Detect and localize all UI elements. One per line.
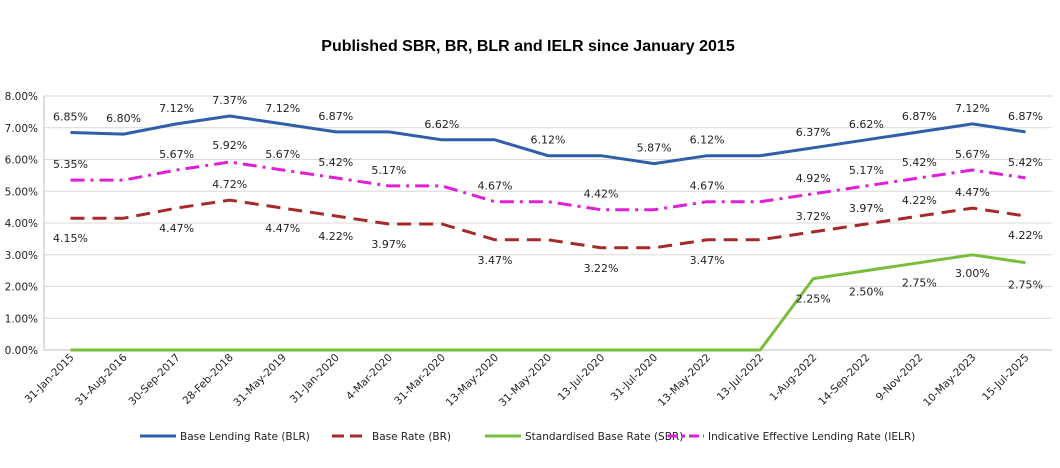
x-tick-label: 31-May-2019 xyxy=(231,352,288,409)
data-label: 3.47% xyxy=(477,254,512,267)
x-tick-label: 30-Sep-2017 xyxy=(127,352,183,408)
data-label: 6.80% xyxy=(106,112,141,125)
x-tick-label: 13-Jul-2022 xyxy=(715,352,767,404)
data-label: 6.37% xyxy=(796,126,831,139)
data-label: 5.42% xyxy=(1008,156,1043,169)
data-label: 5.42% xyxy=(902,156,937,169)
data-label: 4.42% xyxy=(584,188,619,201)
data-labels: 6.85% 6.80% 7.12% 7.37% 7.12% 6.87% 6.62% 6.12%… xyxy=(53,94,1043,306)
y-tick-label: 1.00% xyxy=(5,313,38,325)
y-tick-label: 3.00% xyxy=(5,250,38,262)
data-label: 5.17% xyxy=(849,164,884,177)
x-tick-label: 15-Jul-2025 xyxy=(980,352,1032,404)
data-label: 3.47% xyxy=(690,254,725,267)
x-tick-label: 1-Aug-2022 xyxy=(768,352,820,404)
data-label: 7.12% xyxy=(265,102,300,115)
x-tick-label: 31-Jan-2020 xyxy=(288,352,342,406)
x-tick-label: 28-Feb-2018 xyxy=(180,352,235,407)
y-tick-label: 2.00% xyxy=(5,282,38,294)
data-label: 4.92% xyxy=(796,172,831,185)
legend-label: Base Lending Rate (BLR) xyxy=(180,431,310,443)
data-label: 6.87% xyxy=(318,110,353,123)
data-label: 4.47% xyxy=(265,222,300,235)
x-axis: 31-Jan-201531-Aug-201630-Sep-201728-Feb-… xyxy=(23,349,1052,409)
data-label: 5.87% xyxy=(637,142,672,155)
y-tick-label: 0.00% xyxy=(5,345,38,357)
data-label: 2.50% xyxy=(849,286,884,299)
series-lines xyxy=(70,114,1026,352)
x-tick-label: 31-Aug-2016 xyxy=(73,351,130,408)
data-label: 6.85% xyxy=(53,111,88,124)
data-label: 4.67% xyxy=(690,180,725,193)
chart-title: Published SBR, BR, BLR and IELR since Ja… xyxy=(321,38,735,55)
x-tick-label: 14-Sep-2022 xyxy=(816,352,872,408)
x-tick-label: 10-May-2023 xyxy=(921,352,978,409)
data-label: 4.72% xyxy=(212,178,247,191)
data-label: 4.22% xyxy=(902,194,937,207)
data-label: 5.17% xyxy=(371,164,406,177)
data-label: 5.92% xyxy=(212,139,247,152)
series-line xyxy=(70,160,1026,212)
x-tick-label: 13-Jul-2020 xyxy=(556,352,608,404)
data-label: 6.12% xyxy=(690,134,725,147)
data-label: 7.12% xyxy=(955,102,990,115)
data-label: 5.42% xyxy=(318,156,353,169)
data-label: 2.25% xyxy=(796,293,831,306)
data-label: 5.67% xyxy=(955,148,990,161)
data-label: 5.67% xyxy=(265,148,300,161)
data-label: 2.75% xyxy=(902,277,937,290)
data-label: 5.35% xyxy=(53,158,88,171)
legend-label: Standardised Base Rate (SBR) xyxy=(525,431,683,443)
x-tick-label: 31-May-2020 xyxy=(497,352,554,409)
data-label: 2.75% xyxy=(1008,279,1043,292)
series-line xyxy=(70,253,1026,352)
x-tick-label: 31-Jul-2020 xyxy=(609,352,661,404)
data-label: 6.12% xyxy=(531,134,566,147)
y-tick-label: 7.00% xyxy=(5,123,38,135)
data-label: 3.72% xyxy=(796,210,831,223)
data-label: 6.87% xyxy=(902,110,937,123)
y-tick-label: 8.00% xyxy=(5,91,38,103)
y-tick-label: 4.00% xyxy=(5,218,38,230)
x-tick-label: 4-Mar-2020 xyxy=(344,352,395,403)
data-label: 4.47% xyxy=(955,186,990,199)
x-tick-label: 13-May-2022 xyxy=(656,352,713,409)
data-label: 6.62% xyxy=(424,118,459,131)
y-tick-label: 6.00% xyxy=(5,155,38,167)
x-tick-label: 31-Mar-2020 xyxy=(392,352,448,408)
data-label: 3.00% xyxy=(955,267,990,280)
y-tick-label: 5.00% xyxy=(5,186,38,198)
series-line xyxy=(70,114,1026,166)
data-label: 3.97% xyxy=(371,238,406,251)
legend: Base Lending Rate (BLR) Base Rate (BR) Sta… xyxy=(140,431,915,443)
data-label: 4.22% xyxy=(1008,229,1043,242)
x-tick-label: 9-Nov-2022 xyxy=(874,352,926,404)
data-label: 4.22% xyxy=(318,230,353,243)
x-tick-label: 31-Jan-2015 xyxy=(23,352,77,406)
data-label: 3.22% xyxy=(584,262,619,275)
data-label: 6.87% xyxy=(1008,110,1043,123)
data-label: 3.97% xyxy=(849,202,884,215)
series-line xyxy=(70,198,1026,250)
grid-lines xyxy=(44,95,1052,351)
data-label: 4.15% xyxy=(53,232,88,245)
legend-label: Base Rate (BR) xyxy=(372,431,451,443)
data-label: 7.37% xyxy=(212,94,247,107)
x-tick-label: 13-May-2020 xyxy=(444,352,501,409)
data-label: 7.12% xyxy=(159,102,194,115)
y-axis: 0.00% 1.00% 2.00% 3.00% 4.00% 5.00% 6.00% 7.00%… xyxy=(5,91,45,357)
data-label: 4.67% xyxy=(477,180,512,193)
data-label: 4.47% xyxy=(159,222,194,235)
legend-label: Indicative Effective Lending Rate (IELR) xyxy=(708,431,915,443)
data-label: 5.67% xyxy=(159,148,194,161)
data-label: 6.62% xyxy=(849,118,884,131)
